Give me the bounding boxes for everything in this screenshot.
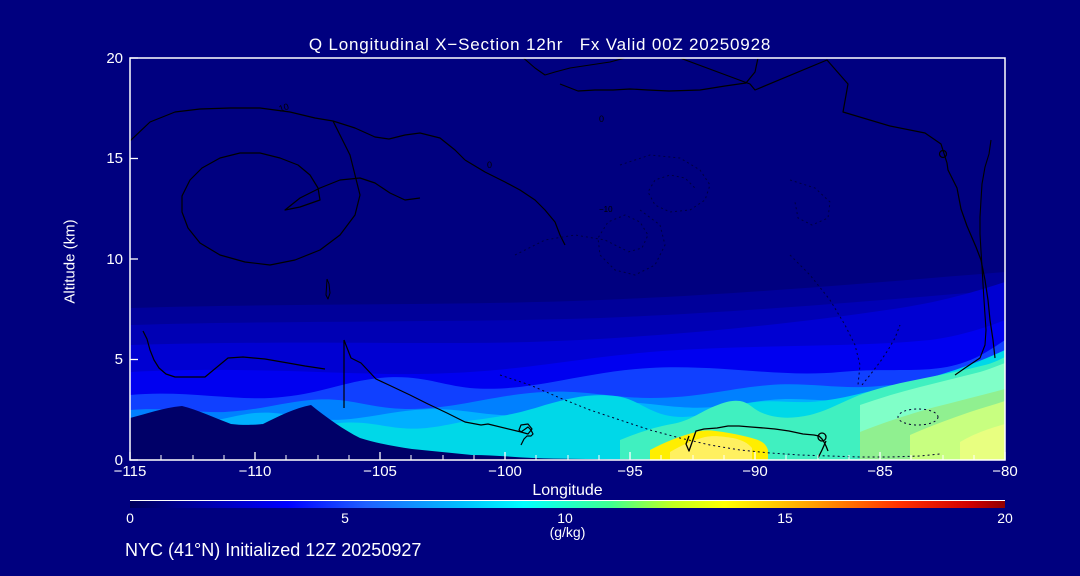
svg-text:0: 0 [487, 160, 492, 170]
svg-text:0: 0 [599, 114, 604, 124]
svg-text:−10: −10 [599, 205, 613, 214]
